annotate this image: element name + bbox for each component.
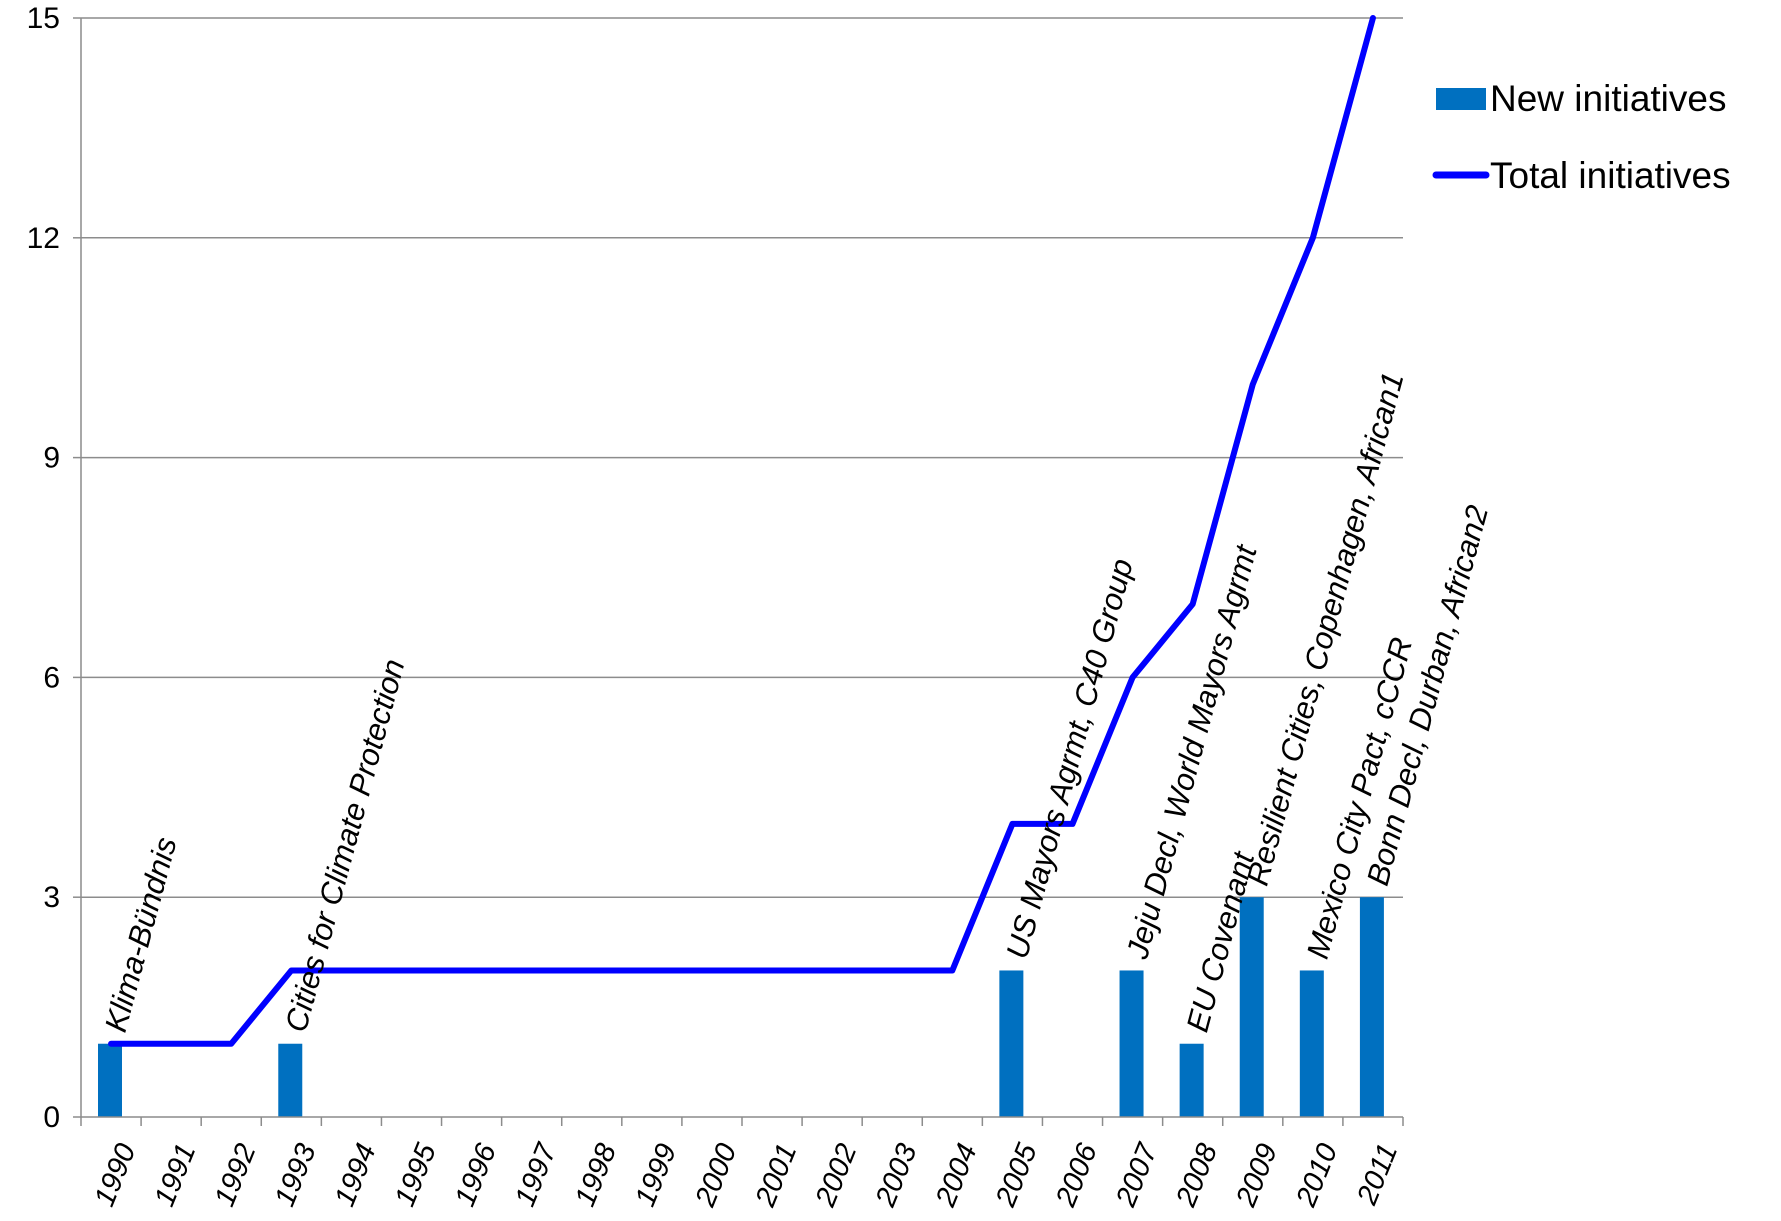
x-tick-label: 2009 bbox=[1230, 1139, 1284, 1212]
bar-2010 bbox=[1299, 970, 1324, 1117]
x-tick-label: 1992 bbox=[209, 1139, 263, 1211]
bars-new-initiatives bbox=[98, 897, 1384, 1117]
gridlines bbox=[73, 17, 1403, 1118]
x-tick-label: 2002 bbox=[809, 1139, 863, 1212]
x-tick-label: 2006 bbox=[1050, 1138, 1105, 1212]
bar-1990 bbox=[98, 1043, 122, 1117]
x-tick-label: 1997 bbox=[509, 1138, 564, 1212]
line-total-initiatives bbox=[108, 15, 1376, 1047]
annotations: Klima-Bündnis Cities for Climate Protecti… bbox=[98, 368, 1495, 1035]
y-tick-label: 0 bbox=[43, 1101, 60, 1134]
y-tick-label: 3 bbox=[43, 881, 60, 914]
x-tick-label: 2001 bbox=[749, 1139, 803, 1212]
x-tick-label: 2007 bbox=[1110, 1138, 1165, 1212]
bar-2007 bbox=[1119, 970, 1144, 1117]
x-tick-label: 2005 bbox=[990, 1138, 1045, 1212]
bar-2005 bbox=[999, 970, 1024, 1117]
y-tick-label: 12 bbox=[27, 222, 60, 255]
x-tick-labels: 1990 1991 1992 1993 1994 1995 1996 1997 1998 1999… bbox=[89, 1138, 1405, 1212]
y-tick-label: 9 bbox=[43, 442, 60, 475]
x-tick-label: 1999 bbox=[629, 1139, 683, 1211]
bar-2009 bbox=[1239, 897, 1264, 1117]
x-tick-label: 1995 bbox=[389, 1138, 443, 1211]
bar-2008 bbox=[1179, 1043, 1204, 1117]
y-tick-labels: 0 3 6 9 12 15 bbox=[27, 2, 60, 1134]
x-tick-label: 2003 bbox=[869, 1139, 923, 1212]
legend: New initiatives Total initiatives bbox=[1432, 78, 1731, 196]
x-tick-label: 1994 bbox=[329, 1139, 383, 1211]
bar-1993 bbox=[278, 1043, 303, 1117]
y-tick-label: 15 bbox=[27, 2, 60, 35]
x-tick-label: 2000 bbox=[689, 1139, 743, 1212]
x-tick-label: 2008 bbox=[1170, 1139, 1224, 1212]
annotation-1993: Cities for Climate Protection bbox=[278, 655, 411, 1035]
total-initiatives-line bbox=[108, 15, 1376, 1047]
legend-label-total-initiatives: Total initiatives bbox=[1490, 155, 1731, 196]
y-tick-label: 6 bbox=[43, 661, 60, 694]
x-tick-label: 1993 bbox=[269, 1139, 323, 1211]
legend-label-new-initiatives: New initiatives bbox=[1490, 78, 1726, 119]
x-tick-label: 1990 bbox=[89, 1139, 143, 1211]
x-tick-label: 2004 bbox=[929, 1139, 983, 1212]
x-tick-label: 1991 bbox=[149, 1139, 203, 1211]
x-tick-label: 2010 bbox=[1290, 1139, 1344, 1212]
x-tick-label: 2011 bbox=[1351, 1139, 1404, 1210]
annotation-1990: Klima-Bündnis bbox=[98, 833, 184, 1035]
x-tick-label: 1996 bbox=[449, 1138, 503, 1211]
bar-2011 bbox=[1359, 897, 1384, 1117]
x-tick-label: 1998 bbox=[569, 1139, 623, 1211]
annotation-2005: US Mayors Agrmt, C40 Group bbox=[999, 555, 1140, 962]
legend-swatch-new-initiatives bbox=[1436, 88, 1486, 110]
axes bbox=[80, 18, 1404, 1126]
